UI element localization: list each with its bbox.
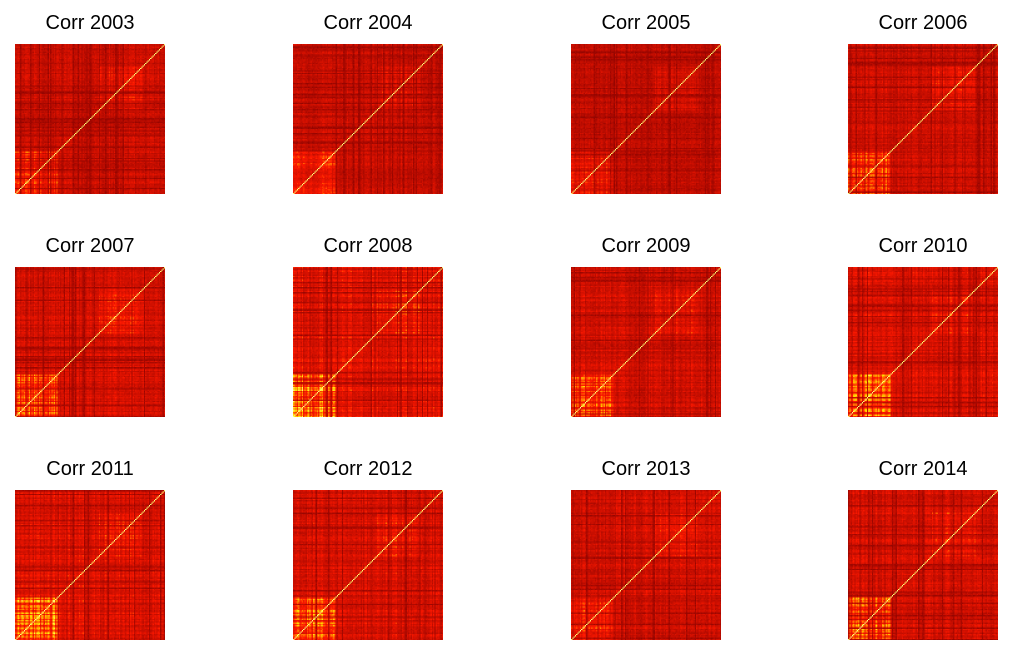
chart-title: Corr 2006 — [878, 12, 968, 34]
chart-title: Corr 2007 — [45, 235, 135, 257]
correlation-heatmap — [848, 267, 998, 417]
correlation-heatmap — [293, 267, 443, 417]
correlation-heatmap — [15, 490, 165, 640]
chart-title: Corr 2011 — [46, 458, 134, 480]
correlation-heatmap — [293, 44, 443, 194]
correlation-heatmap — [848, 490, 998, 640]
chart-title: Corr 2008 — [323, 235, 413, 257]
correlation-heatmap — [293, 490, 443, 640]
correlation-heatmap — [15, 44, 165, 194]
chart-title: Corr 2010 — [878, 235, 968, 257]
chart-title: Corr 2003 — [45, 12, 135, 34]
chart-title: Corr 2009 — [601, 235, 691, 257]
chart-title: Corr 2004 — [323, 12, 413, 34]
chart-title: Corr 2012 — [323, 458, 413, 480]
chart-title: Corr 2014 — [878, 458, 968, 480]
chart-title: Corr 2013 — [601, 458, 691, 480]
correlation-heatmap — [571, 490, 721, 640]
correlation-heatmap — [571, 267, 721, 417]
chart-title: Corr 2005 — [601, 12, 691, 34]
correlation-heatmap — [571, 44, 721, 194]
correlation-heatmap — [848, 44, 998, 194]
correlation-heatmap — [15, 267, 165, 417]
